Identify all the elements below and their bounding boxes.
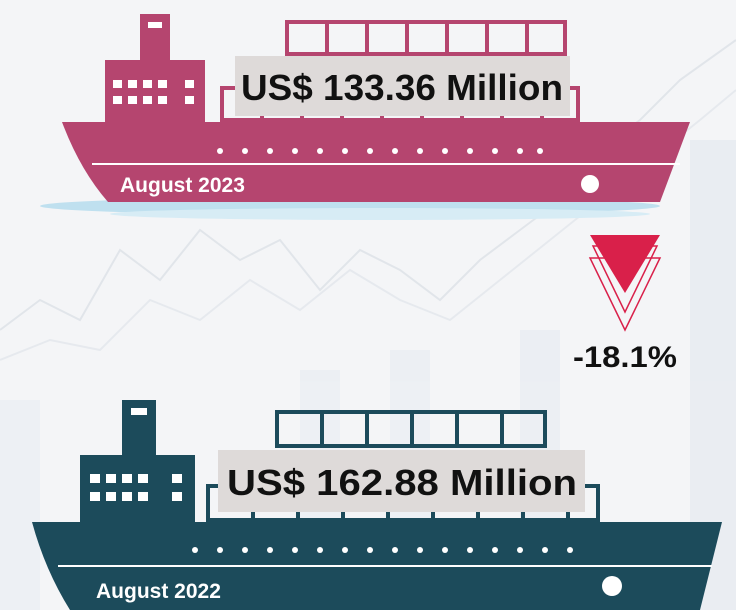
change-percent: -18.1% <box>573 341 677 374</box>
down-arrow <box>588 235 662 332</box>
previous-period: August 2022 <box>96 580 221 603</box>
ship-2022 <box>32 400 722 610</box>
current-period: August 2023 <box>120 174 245 197</box>
current-value: US$ 133.36 Million <box>241 67 563 108</box>
previous-value: US$ 162.88 Million <box>227 462 577 503</box>
ship-2023 <box>40 14 690 220</box>
